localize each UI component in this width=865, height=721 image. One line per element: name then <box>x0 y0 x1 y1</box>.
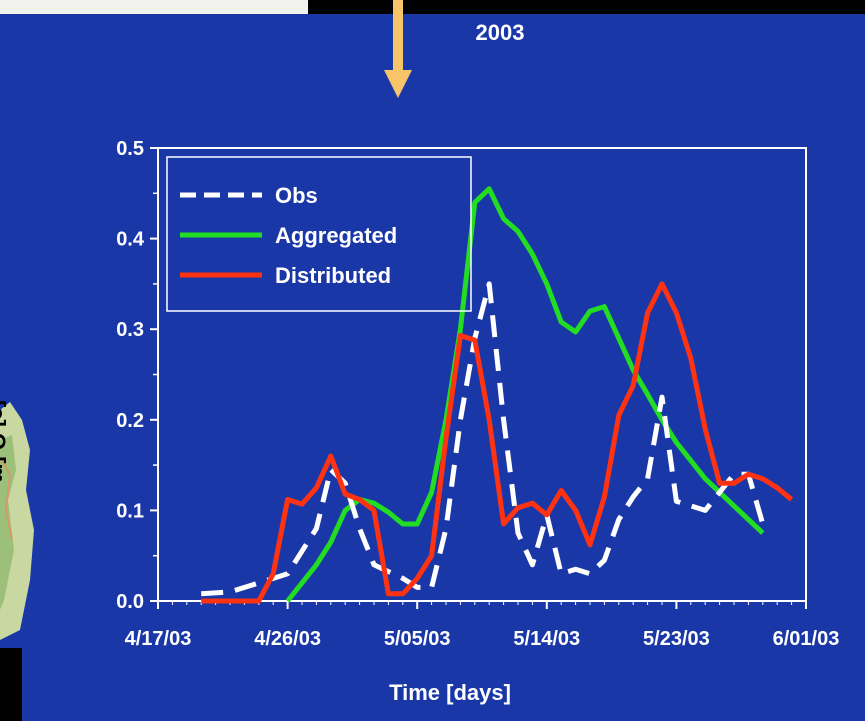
y-tick-label: 0.1 <box>116 500 144 522</box>
legend-box <box>166 156 472 312</box>
x-tick-label: 5/05/03 <box>384 628 451 650</box>
legend-label-obs: Obs <box>275 183 318 208</box>
series-line-aggregated <box>285 186 765 603</box>
y-tick-label: 0.3 <box>116 319 144 341</box>
x-tick-label: 5/23/03 <box>643 628 710 650</box>
y-tick-label: 0.4 <box>116 229 145 251</box>
y-tick-label: 0.0 <box>116 591 144 613</box>
down-arrow-icon <box>384 0 412 98</box>
y-tick-label: 0.5 <box>116 138 144 160</box>
y-tick-label: 0.2 <box>116 410 144 432</box>
legend-label-aggregated: Aggregated <box>275 223 397 248</box>
series-line-obs <box>201 281 766 597</box>
x-axis-title: Time [days] <box>389 680 511 705</box>
legend: Obs Aggregated Distributed <box>166 156 472 312</box>
series-line-distributed <box>201 281 794 604</box>
x-tick-label: 4/17/03 <box>125 628 192 650</box>
x-tick-label: 6/01/03 <box>773 628 840 650</box>
top-border <box>308 0 865 14</box>
x-tick-label: 5/14/03 <box>513 628 580 650</box>
watershed-map-fragment <box>0 380 48 640</box>
legend-label-distributed: Distributed <box>275 263 391 288</box>
bottom-border <box>0 648 22 721</box>
map-panel-edge <box>0 0 308 14</box>
year-label: 2003 <box>475 20 525 45</box>
x-tick-label: 4/26/03 <box>254 628 321 650</box>
